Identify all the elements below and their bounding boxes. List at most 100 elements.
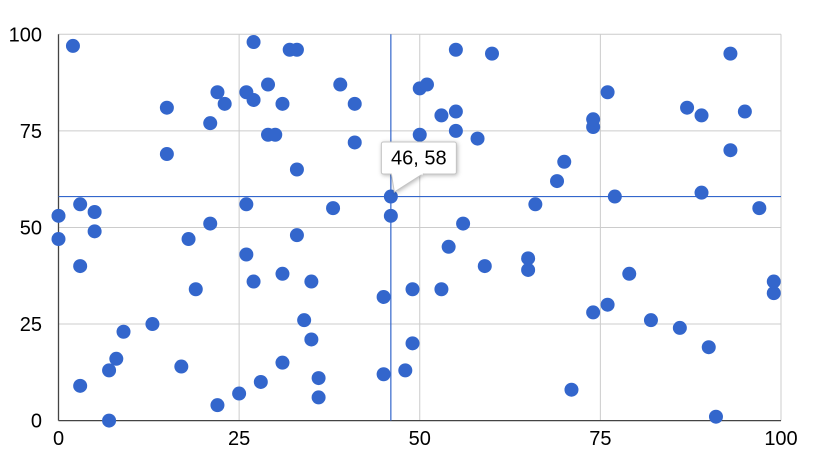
data-point[interactable]: [297, 313, 312, 328]
data-point[interactable]: [672, 320, 687, 335]
data-point[interactable]: [311, 371, 326, 386]
data-point[interactable]: [232, 386, 247, 401]
data-point[interactable]: [174, 359, 189, 374]
data-point[interactable]: [102, 413, 117, 428]
data-point[interactable]: [456, 216, 471, 231]
data-point[interactable]: [737, 104, 752, 119]
data-point[interactable]: [694, 185, 709, 200]
data-point[interactable]: [448, 42, 463, 57]
x-axis-tick-label: 50: [409, 428, 431, 450]
data-point[interactable]: [694, 108, 709, 123]
data-point[interactable]: [246, 92, 261, 107]
data-point[interactable]: [289, 162, 304, 177]
data-point[interactable]: [557, 154, 572, 169]
data-point[interactable]: [304, 332, 319, 347]
data-point[interactable]: [159, 100, 174, 115]
data-point[interactable]: [376, 367, 391, 382]
data-point[interactable]: [434, 108, 449, 123]
data-point[interactable]: [485, 46, 499, 61]
data-point[interactable]: [550, 174, 565, 189]
data-point[interactable]: [203, 116, 218, 131]
data-point[interactable]: [376, 289, 391, 304]
data-point[interactable]: [73, 197, 88, 212]
data-point[interactable]: [419, 77, 434, 92]
data-point[interactable]: [723, 143, 738, 158]
data-point[interactable]: [73, 259, 88, 274]
y-axis-tick-label: 50: [20, 217, 42, 239]
data-point[interactable]: [326, 201, 341, 216]
data-point[interactable]: [239, 197, 254, 212]
data-point[interactable]: [289, 42, 304, 57]
data-point[interactable]: [766, 286, 781, 301]
data-point[interactable]: [87, 204, 102, 219]
data-point[interactable]: [528, 197, 543, 212]
data-point[interactable]: [145, 317, 160, 332]
tooltip-value: 46, 58: [391, 148, 447, 170]
data-point[interactable]: [246, 274, 261, 289]
data-point[interactable]: [116, 324, 131, 339]
data-point[interactable]: [268, 127, 283, 142]
data-point[interactable]: [275, 96, 290, 111]
data-point[interactable]: [217, 96, 232, 111]
data-point[interactable]: [398, 363, 413, 378]
data-point[interactable]: [51, 232, 66, 247]
data-point[interactable]: [181, 232, 196, 247]
y-axis-tick-label: 75: [20, 121, 42, 143]
data-point[interactable]: [239, 247, 254, 262]
data-point[interactable]: [159, 147, 174, 162]
data-point[interactable]: [564, 382, 579, 397]
data-point[interactable]: [766, 274, 781, 289]
data-point[interactable]: [405, 282, 420, 297]
data-point[interactable]: [347, 96, 362, 111]
data-point[interactable]: [680, 100, 695, 115]
data-point[interactable]: [73, 378, 88, 393]
data-point[interactable]: [448, 123, 463, 138]
data-point[interactable]: [434, 282, 449, 297]
data-point[interactable]: [289, 228, 304, 243]
data-point[interactable]: [188, 282, 203, 297]
data-point[interactable]: [87, 224, 102, 239]
tooltip-pointer-cover: [391, 172, 423, 175]
data-point[interactable]: [586, 112, 601, 127]
data-point[interactable]: [405, 336, 420, 351]
tooltip: 46, 58: [380, 141, 457, 193]
data-point[interactable]: [477, 259, 492, 274]
data-point[interactable]: [333, 77, 348, 92]
data-point[interactable]: [607, 189, 622, 204]
data-point[interactable]: [102, 363, 117, 378]
data-point[interactable]: [65, 38, 80, 53]
data-point[interactable]: [261, 77, 276, 92]
data-point[interactable]: [383, 208, 398, 223]
data-point[interactable]: [275, 355, 290, 370]
data-point[interactable]: [600, 85, 615, 100]
data-point[interactable]: [723, 46, 738, 61]
data-point[interactable]: [586, 305, 601, 320]
data-point[interactable]: [304, 274, 319, 289]
data-point[interactable]: [752, 201, 767, 216]
data-point[interactable]: [246, 35, 261, 50]
data-point[interactable]: [441, 239, 456, 254]
data-point[interactable]: [470, 131, 485, 146]
data-point[interactable]: [311, 390, 326, 405]
data-point[interactable]: [521, 251, 536, 266]
data-point[interactable]: [701, 340, 716, 355]
x-axis-tick-label: 100: [764, 428, 797, 450]
data-point[interactable]: [109, 351, 124, 366]
data-point[interactable]: [203, 216, 218, 231]
data-point[interactable]: [643, 313, 658, 328]
data-point[interactable]: [412, 127, 427, 142]
data-point[interactable]: [600, 297, 615, 312]
data-point[interactable]: [210, 85, 225, 100]
selected-data-point[interactable]: [383, 189, 398, 204]
data-point[interactable]: [210, 398, 225, 413]
data-point[interactable]: [347, 135, 362, 150]
data-point[interactable]: [275, 266, 290, 281]
data-point[interactable]: [708, 409, 723, 424]
data-point[interactable]: [448, 104, 463, 119]
data-point[interactable]: [622, 266, 637, 281]
data-point[interactable]: [521, 262, 536, 277]
data-point[interactable]: [253, 374, 268, 389]
data-point[interactable]: [51, 208, 66, 223]
